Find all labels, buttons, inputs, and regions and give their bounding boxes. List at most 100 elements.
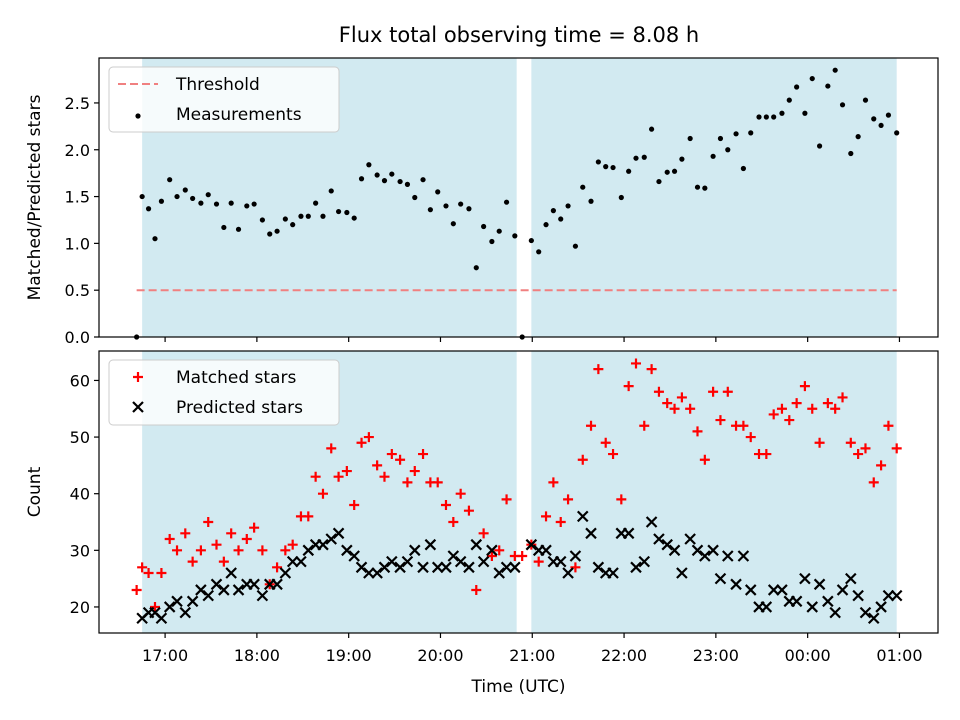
data-point-matched xyxy=(226,528,237,539)
data-point-predicted xyxy=(722,550,734,562)
data-point-predicted xyxy=(890,589,903,602)
data-point xyxy=(763,114,769,120)
data-point xyxy=(687,135,693,142)
legend-box xyxy=(108,66,340,133)
data-point xyxy=(771,114,777,120)
data-point-predicted xyxy=(799,572,811,585)
data-point-matched xyxy=(257,545,268,556)
legend-label: Predicted stars xyxy=(176,398,303,418)
x-tick-label: 23:00 xyxy=(693,646,739,665)
data-point-matched xyxy=(455,488,466,499)
legend-box xyxy=(108,359,340,426)
data-point-matched xyxy=(463,505,474,516)
data-point xyxy=(595,159,601,165)
data-point xyxy=(366,162,372,168)
data-point xyxy=(305,213,311,219)
data-point xyxy=(740,165,746,172)
data-point-predicted xyxy=(760,601,773,613)
data-point-matched xyxy=(837,392,848,403)
y-tick-label: 2.5 xyxy=(65,94,90,113)
data-point-predicted xyxy=(256,589,269,602)
data-point-matched xyxy=(623,381,634,392)
legend-swatch-predicted xyxy=(132,401,144,413)
data-point xyxy=(664,169,670,175)
data-point-matched xyxy=(860,443,871,454)
y-tick-label: 1.5 xyxy=(65,188,90,207)
y-tick-label: 60 xyxy=(70,371,90,390)
data-point-matched xyxy=(317,488,328,499)
data-point-matched xyxy=(395,454,406,465)
data-point-matched xyxy=(349,500,360,511)
data-point xyxy=(235,226,242,232)
legend-ratio: Threshold Measurements xyxy=(108,66,340,133)
data-point-matched xyxy=(868,477,879,488)
data-point-predicted xyxy=(431,561,444,574)
data-point-matched xyxy=(218,556,229,567)
data-point xyxy=(251,201,257,207)
data-point xyxy=(443,203,449,209)
data-point xyxy=(756,114,762,120)
data-point xyxy=(802,110,808,116)
data-point-matched xyxy=(211,539,222,550)
data-point-matched xyxy=(708,386,719,397)
data-point-matched xyxy=(653,386,664,397)
data-point xyxy=(725,147,731,153)
data-point xyxy=(358,176,365,182)
data-point-predicted xyxy=(454,555,467,568)
data-point-predicted xyxy=(225,567,237,579)
data-point xyxy=(213,201,220,207)
data-point-matched xyxy=(768,409,779,420)
data-point xyxy=(572,243,579,249)
data-point-predicted xyxy=(744,584,757,596)
data-point-predicted xyxy=(585,527,597,540)
data-point-predicted xyxy=(836,584,849,596)
data-point xyxy=(435,189,441,195)
data-point xyxy=(412,194,418,201)
y-tick-label: 0.0 xyxy=(65,328,90,347)
x-axis-label-time: Time (UTC) xyxy=(471,677,566,697)
data-point xyxy=(397,178,403,185)
data-point xyxy=(512,233,518,239)
data-point-matched xyxy=(830,403,841,414)
data-point-matched xyxy=(333,471,344,482)
data-point-matched xyxy=(799,381,810,392)
data-point-matched xyxy=(616,494,627,505)
data-point xyxy=(344,209,350,216)
data-point-predicted xyxy=(271,578,283,591)
data-point xyxy=(381,178,388,184)
data-point-matched xyxy=(646,364,657,375)
data-point-predicted xyxy=(776,584,788,596)
data-point-predicted xyxy=(540,544,552,557)
data-point-matched xyxy=(471,584,482,595)
x-tick-label: 21:00 xyxy=(509,646,555,665)
data-point-predicted xyxy=(210,578,223,591)
legend-count: Matched stars Predicted stars xyxy=(108,359,340,426)
data-point xyxy=(496,228,502,234)
data-point xyxy=(190,195,196,202)
data-point-matched xyxy=(272,562,283,573)
axes-frame xyxy=(98,350,939,634)
data-point xyxy=(779,110,785,116)
data-point-matched xyxy=(386,449,397,460)
y-tick-label: 30 xyxy=(70,541,90,560)
data-point-matched xyxy=(722,386,733,397)
data-point-matched xyxy=(692,426,703,437)
data-point-matched xyxy=(149,601,160,612)
data-point xyxy=(694,184,701,190)
data-point xyxy=(825,83,831,89)
data-point-predicted xyxy=(279,567,292,579)
data-point-predicted xyxy=(371,567,383,579)
y-axis-label-count: Count xyxy=(25,466,45,517)
data-point xyxy=(320,213,326,219)
data-point xyxy=(420,177,426,183)
data-point-matched xyxy=(195,545,206,556)
data-point-matched xyxy=(440,500,451,511)
data-point xyxy=(528,237,534,244)
data-point-matched xyxy=(853,449,864,460)
legend-label: Measurements xyxy=(176,105,302,125)
data-point-predicted xyxy=(592,561,605,574)
data-point xyxy=(290,222,296,228)
data-point-predicted xyxy=(691,544,704,557)
data-point-matched xyxy=(745,432,756,443)
data-point-matched xyxy=(876,460,887,471)
